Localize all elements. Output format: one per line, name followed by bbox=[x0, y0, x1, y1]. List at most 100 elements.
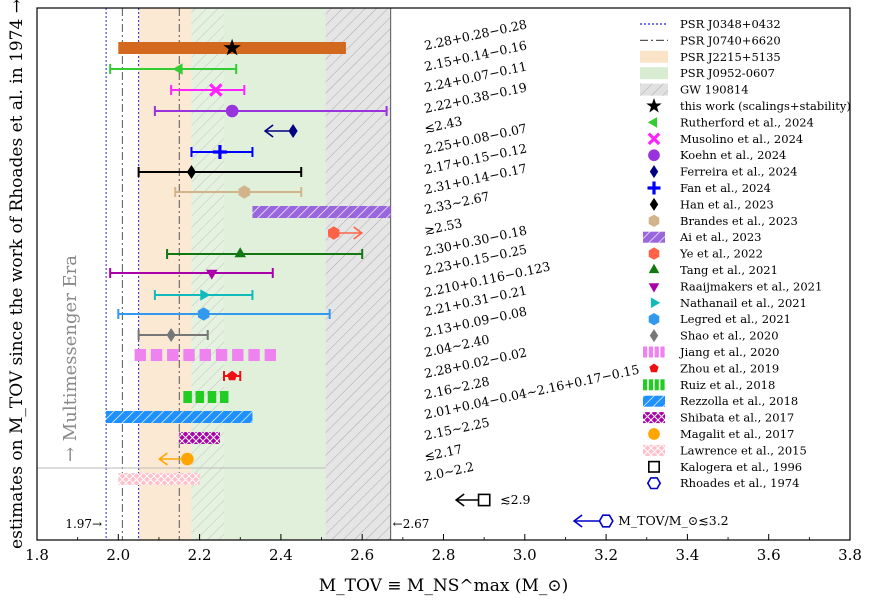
legend-swatch-psr-j0952-0607 bbox=[640, 67, 668, 80]
legend-item-jiang-et-al-2020: Jiang et al., 2020 bbox=[643, 345, 779, 359]
mark-jiang-et-al-2020 bbox=[134, 349, 277, 361]
xtick-label: 3.0 bbox=[513, 546, 537, 564]
xtick-label: 2.0 bbox=[106, 546, 130, 564]
marker-brandes-et-al-2023 bbox=[238, 185, 251, 199]
marker-legred-et-al-2021 bbox=[197, 307, 210, 321]
legend-item-this-work-scalings-stability: this work (scalings+stability) bbox=[646, 98, 851, 113]
mark-lawrence-et-al-2015 bbox=[118, 473, 200, 485]
legend-label-rutherford-et-al-2024: Rutherford et al., 2024 bbox=[680, 115, 814, 129]
legend-swatch-psr-j2215-5135 bbox=[640, 50, 668, 63]
legend-label-fan-et-al-2024: Fan et al., 2024 bbox=[680, 181, 771, 195]
bar-seg-jiang-et-al-2020 bbox=[134, 349, 146, 361]
marker-nathanail-et-al-2021 bbox=[200, 289, 211, 301]
legend-swatch-shao-et-al-2020 bbox=[649, 329, 659, 343]
legend-label-nathanail-et-al-2021: Nathanail et al., 2021 bbox=[680, 296, 807, 310]
legend-item-fan-et-al-2024: Fan et al., 2024 bbox=[647, 181, 771, 195]
xtick-label: 3.4 bbox=[675, 546, 699, 564]
legend-item-psr-j0952-0607: PSR J0952-0607 bbox=[640, 66, 775, 80]
legend-label-ai-et-al-2023: Ai et al., 2023 bbox=[679, 230, 762, 244]
legend-swatch-ye-et-al-2022 bbox=[648, 247, 660, 260]
marker-ferreira-et-al-2024 bbox=[288, 124, 298, 138]
legend-swatch-jiang-et-al-2020 bbox=[643, 346, 665, 358]
limit-arrow-ye-et-al-2022 bbox=[353, 226, 364, 240]
marker-rutherford-et-al-2024 bbox=[172, 63, 183, 75]
bar-seg-ruiz-et-al-2018 bbox=[219, 391, 229, 403]
legend-item-tang-et-al-2021: Tang et al., 2021 bbox=[648, 263, 778, 277]
bar-seg-jiang-et-al-2020 bbox=[215, 349, 228, 361]
legend-swatch-rezzolla-et-al-2018 bbox=[643, 395, 665, 407]
legend-label-legred-et-al-2021: Legred et al., 2021 bbox=[680, 312, 791, 326]
limit-arrow-rhoades-et-al-1974 bbox=[572, 514, 583, 528]
estimate-magalit-et-al-2017: ≲2.17 bbox=[423, 441, 464, 464]
limit-arrow-magalit-et-al-2017 bbox=[158, 452, 168, 466]
legend-item-han-et-al-2023: Han et al., 2023 bbox=[649, 197, 774, 211]
legend-swatch-lawrence-et-al-2015 bbox=[643, 444, 665, 456]
estimate-ye-et-al-2022: ≳2.53 bbox=[423, 215, 464, 238]
legend-item-legred-et-al-2021: Legred et al., 2021 bbox=[648, 312, 791, 326]
bar-seg-jiang-et-al-2020 bbox=[264, 349, 277, 361]
legend-swatch-rutherford-et-al-2024 bbox=[647, 117, 658, 128]
legend-item-shibata-et-al-2017: Shibata et al., 2017 bbox=[643, 411, 794, 425]
bound-label-low: 1.97→ bbox=[65, 517, 102, 531]
xtick-label: 2.8 bbox=[432, 546, 456, 564]
legend-swatch-hatch-gw-190814 bbox=[640, 83, 668, 96]
legend-label-tang-et-al-2021: Tang et al., 2021 bbox=[680, 263, 778, 277]
legend-swatch-brandes-et-al-2023 bbox=[648, 214, 660, 227]
estimate-rhoades-et-al-1974: M_TOV/M_⊙≲3.2 bbox=[618, 513, 729, 528]
mark-magalit-et-al-2017 bbox=[158, 452, 194, 466]
marker-han-et-al-2023 bbox=[186, 165, 197, 179]
limit-arrow-kalogera-et-al-1996 bbox=[454, 493, 465, 507]
marker-musolino-et-al-2024 bbox=[209, 83, 223, 97]
legend-item-raaijmakers-et-al-2021: Raaijmakers et al., 2021 bbox=[648, 279, 822, 293]
bound-label-high: ←2.67 bbox=[393, 517, 430, 531]
xtick-label: 2.2 bbox=[188, 546, 212, 564]
band-hatch-gw-190814 bbox=[325, 8, 391, 540]
legend-item-magalit-et-al-2017: Magalit et al., 2017 bbox=[648, 427, 794, 441]
legend-item-ai-et-al-2023: Ai et al., 2023 bbox=[643, 230, 762, 244]
marker-ye-et-al-2022 bbox=[328, 226, 340, 240]
mark-brandes-et-al-2023 bbox=[174, 185, 303, 199]
legend-swatch-raaijmakers-et-al-2021 bbox=[648, 283, 660, 293]
legend-item-psr-j0740-6620: PSR J0740+6620 bbox=[640, 33, 781, 47]
legend-label-koehn-et-al-2024: Koehn et al., 2024 bbox=[680, 148, 786, 162]
bar-seg-ruiz-et-al-2018 bbox=[207, 391, 217, 403]
marker-shao-et-al-2020 bbox=[166, 328, 176, 342]
legend-label-brandes-et-al-2023: Brandes et al., 2023 bbox=[680, 214, 798, 228]
marker-koehn-et-al-2024 bbox=[225, 104, 239, 118]
legend-swatch-tang-et-al-2021 bbox=[648, 263, 660, 274]
mark-koehn-et-al-2024 bbox=[153, 104, 388, 118]
mark-musolino-et-al-2024 bbox=[170, 83, 246, 97]
estimate-kalogera-et-al-1996: ≲2.9 bbox=[500, 492, 530, 507]
legend-swatch-ai-et-al-2023 bbox=[643, 231, 665, 243]
mark-zhou-et-al-2019 bbox=[222, 370, 242, 381]
xtick-label: 3.8 bbox=[838, 546, 862, 564]
legend-label-han-et-al-2023: Han et al., 2023 bbox=[680, 197, 774, 211]
xtick-label: 3.6 bbox=[757, 546, 781, 564]
legend-item-ye-et-al-2022: Ye et al., 2022 bbox=[648, 247, 763, 261]
legend-label-gw-190814: GW 190814 bbox=[680, 83, 749, 97]
bar-lawrence-et-al-2015 bbox=[118, 473, 200, 485]
mark-this-work-scalings-stability bbox=[118, 38, 346, 56]
legend-label-ye-et-al-2022: Ye et al., 2022 bbox=[679, 247, 763, 261]
marker-this-work-scalings-stability bbox=[223, 38, 241, 56]
bar-seg-jiang-et-al-2020 bbox=[167, 349, 179, 361]
legend-label-lawrence-et-al-2015: Lawrence et al., 2015 bbox=[680, 443, 807, 457]
bar-ai-et-al-2023 bbox=[252, 206, 391, 218]
mark-ai-et-al-2023 bbox=[252, 206, 391, 218]
bar-rezzolla-et-al-2018 bbox=[106, 411, 253, 423]
marker-zhou-et-al-2019 bbox=[227, 370, 238, 381]
estimate-ferreira-et-al-2024: ≲2.43 bbox=[423, 113, 464, 136]
legend-label-shao-et-al-2020: Shao et al., 2020 bbox=[680, 329, 779, 343]
legend-item-rutherford-et-al-2024: Rutherford et al., 2024 bbox=[647, 115, 814, 129]
legend-item-koehn-et-al-2024: Koehn et al., 2024 bbox=[648, 148, 786, 162]
legend-item-ruiz-et-al-2018: Ruiz et al., 2018 bbox=[643, 378, 775, 392]
limit-arrow-ferreira-et-al-2024 bbox=[263, 124, 274, 138]
marker-tang-et-al-2021 bbox=[234, 247, 246, 258]
mark-rutherford-et-al-2024 bbox=[109, 63, 238, 75]
legend-item-rezzolla-et-al-2018: Rezzolla et al., 2018 bbox=[643, 394, 798, 408]
bar-shibata-et-al-2017 bbox=[179, 432, 220, 444]
legend-label-psr-j2215-5135: PSR J2215+5135 bbox=[680, 50, 781, 64]
legend-swatch-legred-et-al-2021 bbox=[648, 313, 660, 326]
legend-swatch-shibata-et-al-2017 bbox=[643, 412, 665, 424]
